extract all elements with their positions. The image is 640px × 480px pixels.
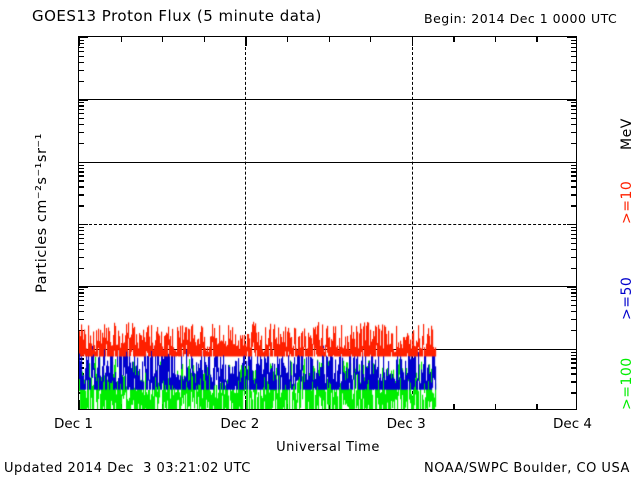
- chart-title: GOES13 Proton Flux (5 minute data): [32, 7, 322, 25]
- x-tick-label: Dec 4: [553, 416, 593, 432]
- begin-timestamp: Begin: 2014 Dec 1 0000 UTC: [424, 11, 618, 26]
- x-tick-label: Dec 2: [220, 416, 260, 432]
- flux-data-canvas: [79, 37, 576, 409]
- plot-clip: [79, 37, 576, 409]
- legend-item-ge100: >=100: [619, 357, 635, 410]
- x-tick-label: Dec 1: [54, 416, 94, 432]
- agency-credit: NOAA/SWPC Boulder, CO USA: [424, 461, 630, 476]
- y-axis-label: Particles cm⁻²s⁻¹sr⁻¹: [34, 133, 50, 293]
- x-axis-label: Universal Time: [276, 440, 380, 455]
- legend-item-ge10: >=10: [619, 180, 635, 224]
- updated-timestamp: Updated 2014 Dec 3 03:21:02 UTC: [4, 461, 251, 476]
- legend-item-ge50: >=50: [619, 276, 635, 320]
- legend-unit-mev: MeV: [619, 118, 635, 150]
- plot-area: [78, 36, 577, 410]
- x-tick-label: Dec 3: [386, 416, 426, 432]
